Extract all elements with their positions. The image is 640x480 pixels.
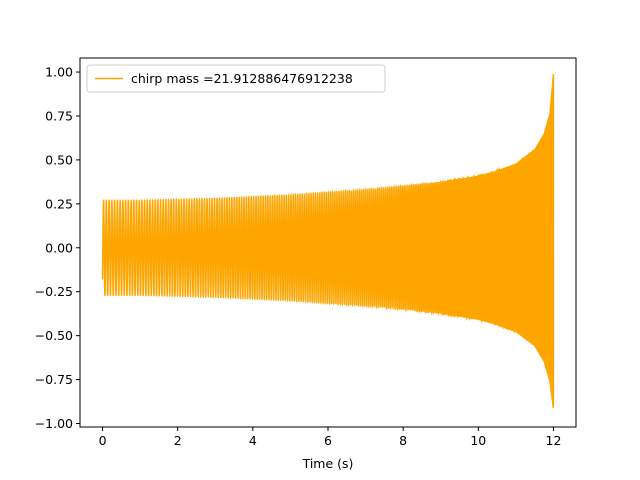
legend: chirp mass =21.912886476912238 xyxy=(86,64,386,93)
axes: 0 2 4 6 8 10 12 −1.00 −0.75 −0.50 −0.25 0.00 0.25 0.5… xyxy=(35,57,577,471)
x-tick-label: 0 xyxy=(99,433,107,448)
y-tick-label: −0.25 xyxy=(35,284,73,299)
y-tick-label: 0.25 xyxy=(45,196,73,211)
x-tick-label: 8 xyxy=(399,433,407,448)
y-tick-label: 0.75 xyxy=(45,108,73,123)
x-tick-label: 2 xyxy=(174,433,182,448)
series-line xyxy=(101,73,555,409)
y-tick-label: −0.50 xyxy=(35,328,73,343)
y-tick-label: 1.00 xyxy=(45,65,73,80)
plot-area xyxy=(101,73,555,409)
y-tick-label: 0.50 xyxy=(45,152,73,167)
legend-label: chirp mass =21.912886476912238 xyxy=(131,71,353,86)
x-tick-label: 12 xyxy=(546,433,562,448)
x-tick-label: 4 xyxy=(249,433,257,448)
x-axis-label: Time (s) xyxy=(302,456,354,471)
y-tick-label: −1.00 xyxy=(35,416,73,431)
y-tick-label: 0.00 xyxy=(45,240,73,255)
x-tick-label: 10 xyxy=(470,433,486,448)
legend-box xyxy=(86,64,386,93)
x-tick-label: 6 xyxy=(324,433,332,448)
y-tick-label: −0.75 xyxy=(35,372,73,387)
